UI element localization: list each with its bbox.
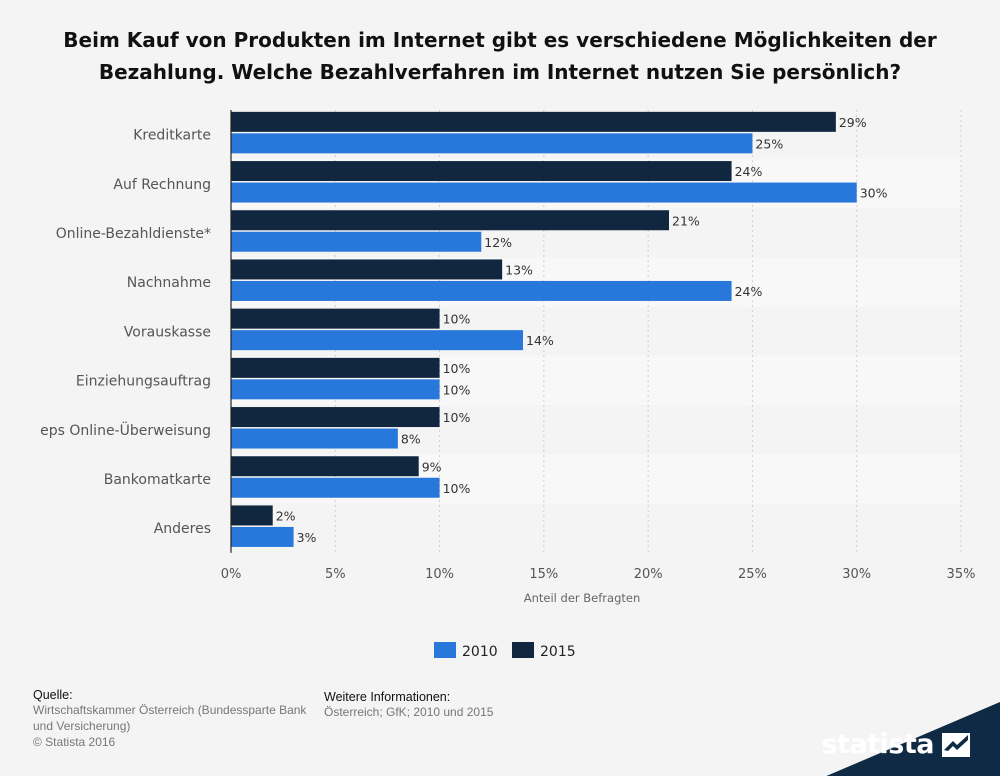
category-label: Bankomatkarte	[104, 472, 211, 488]
data-label-2015: 24%	[735, 164, 763, 179]
x-tick-label: 35%	[947, 567, 976, 582]
bar-2015	[231, 308, 440, 329]
data-label-2010: 10%	[443, 382, 471, 397]
category-label: Vorauskasse	[124, 324, 211, 340]
data-label-2010: 3%	[297, 530, 317, 545]
category-label: Anderes	[154, 521, 211, 537]
bar-2015	[231, 407, 440, 428]
source-block: Quelle: Wirtschaftskammer Österreich (Bu…	[33, 688, 318, 750]
category-label: Online-Bezahldienste*	[56, 226, 211, 242]
category-label: eps Online-Überweisung	[40, 421, 211, 439]
x-tick-label: 5%	[325, 567, 346, 582]
x-tick-label: 10%	[425, 567, 454, 582]
chart-title: Beim Kauf von Produkten im Internet gibt…	[63, 28, 937, 84]
data-label-2015: 13%	[505, 262, 533, 277]
bar-2015	[231, 210, 669, 231]
bar-2015	[231, 161, 732, 182]
legend-swatch-2010	[434, 642, 456, 658]
data-label-2015: 9%	[422, 459, 442, 474]
info-text: Österreich; GfK; 2010 und 2015	[324, 705, 494, 719]
info-block: Weitere Informationen: Österreich; GfK; …	[324, 690, 624, 720]
legend-swatch-2015	[512, 642, 534, 658]
x-tick-label: 30%	[842, 567, 871, 582]
bar-2010	[231, 379, 440, 400]
data-label-2015: 10%	[443, 410, 471, 425]
data-label-2015: 10%	[443, 361, 471, 376]
bar-2010	[231, 231, 482, 252]
data-label-2010: 10%	[443, 481, 471, 496]
bar-2010	[231, 182, 857, 203]
bar-2015	[231, 259, 503, 280]
bar-2010	[231, 526, 294, 547]
x-tick-label: 0%	[221, 567, 242, 582]
bar-2015	[231, 357, 440, 378]
data-label-2010: 25%	[755, 136, 783, 151]
bar-chart: Kreditkarte 29% 25% Auf Rechnung 24% 30% Onlin…	[40, 110, 976, 660]
category-label: Kreditkarte	[133, 128, 211, 144]
x-axis-title: Anteil der Befragten	[524, 591, 641, 605]
category-label: Nachnahme	[127, 275, 211, 291]
bar-2010	[231, 330, 523, 351]
bar-2010	[231, 428, 398, 449]
source-text: Wirtschaftskammer Österreich (Bundesspar…	[33, 703, 307, 733]
data-label-2015: 2%	[276, 508, 296, 523]
source-heading: Quelle:	[33, 688, 73, 702]
copyright-text: © Statista 2016	[33, 735, 116, 749]
data-label-2010: 12%	[484, 235, 512, 250]
statista-logo[interactable]: statista	[821, 729, 970, 760]
bar-2015	[231, 111, 836, 132]
x-tick-label: 20%	[634, 567, 663, 582]
data-label-2015: 21%	[672, 213, 700, 228]
data-label-2015: 10%	[443, 312, 471, 327]
category-label: Auf Rechnung	[113, 177, 211, 193]
bar-2015	[231, 505, 273, 526]
category-label: Einziehungsauftrag	[76, 374, 211, 390]
x-tick-label: 15%	[529, 567, 558, 582]
x-tick-label: 25%	[738, 567, 767, 582]
bar-2010	[231, 280, 732, 301]
info-heading: Weitere Informationen:	[324, 690, 451, 704]
bar-2010	[231, 133, 753, 154]
legend-label-2015: 2015	[540, 644, 576, 660]
bar-2015	[231, 456, 419, 477]
legend-label-2010: 2010	[462, 644, 498, 660]
bar-2010	[231, 477, 440, 498]
data-label-2010: 14%	[526, 333, 554, 348]
brand-name: statista	[821, 729, 934, 760]
data-label-2015: 29%	[839, 115, 867, 130]
data-label-2010: 30%	[860, 186, 888, 201]
statista-logo-icon	[942, 732, 970, 757]
data-label-2010: 8%	[401, 432, 421, 447]
data-label-2010: 24%	[735, 284, 763, 299]
